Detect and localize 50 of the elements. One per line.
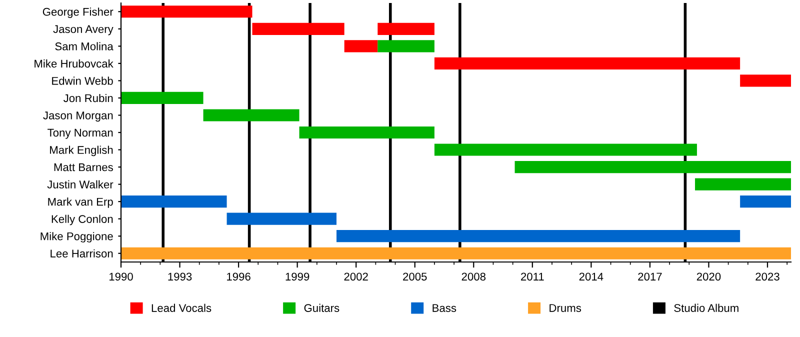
y-tick-label: Sam Molina: [55, 42, 114, 50]
x-tick-label: 2014: [579, 272, 604, 281]
x-tick-label: 1993: [168, 272, 192, 281]
legend-label: Lead Vocals: [152, 304, 212, 312]
x-tick-label: 1999: [286, 272, 310, 281]
bar: [121, 196, 227, 208]
bar: [299, 126, 434, 139]
bar: [226, 212, 336, 225]
bar: [121, 6, 252, 18]
bar: [378, 40, 434, 52]
y-tick-label: Kelly Conlon: [52, 214, 113, 226]
bar: [344, 40, 378, 52]
y-tick-label: Lee Harrison: [50, 249, 113, 258]
legend-label: Guitars: [304, 304, 340, 312]
x-tick-label: 2023: [756, 272, 780, 281]
bar: [378, 22, 434, 35]
bar: [695, 178, 791, 190]
bar: [740, 196, 791, 208]
y-tick-label: Jason Avery: [53, 25, 114, 36]
bar: [514, 160, 791, 174]
x-tick-label: 2017: [638, 272, 662, 281]
bar: [203, 109, 300, 122]
legend-label: Drums: [550, 304, 582, 312]
y-tick-label: Mark English: [50, 146, 113, 156]
y-tick-label: Jason Morgan: [43, 112, 113, 122]
bar: [434, 144, 697, 156]
y-tick-label: Matt Barnes: [54, 163, 113, 172]
x-tick-label: 2005: [403, 272, 427, 281]
legend-label: Studio Album: [674, 304, 738, 312]
x-tick-label: 1990: [109, 272, 133, 281]
bar: [740, 74, 791, 87]
y-tick-label: Mark van Erp: [48, 198, 113, 208]
y-tick-label: Jon Rubin: [64, 94, 113, 102]
legend-label: Bass: [432, 304, 456, 312]
y-tick-label: George Fisher: [42, 8, 114, 18]
x-tick-label: 2008: [462, 272, 486, 281]
y-tick-label: Tony Norman: [48, 128, 113, 139]
bar: [336, 230, 740, 242]
bar: [434, 57, 740, 70]
x-tick-label: 2002: [344, 272, 368, 281]
bar: [252, 22, 344, 35]
bar: [121, 247, 791, 260]
y-tick-label: Justin Walker: [47, 180, 114, 188]
x-tick-label: 1996: [227, 272, 250, 281]
x-tick-label: 2020: [696, 272, 721, 281]
x-tick-label: 2011: [521, 272, 544, 281]
y-tick-label: Mike Poggione: [40, 232, 113, 242]
bar: [121, 92, 204, 104]
y-tick-label: Edwin Webb: [52, 76, 113, 85]
y-tick-label: Mike Hrubovcak: [34, 59, 114, 68]
